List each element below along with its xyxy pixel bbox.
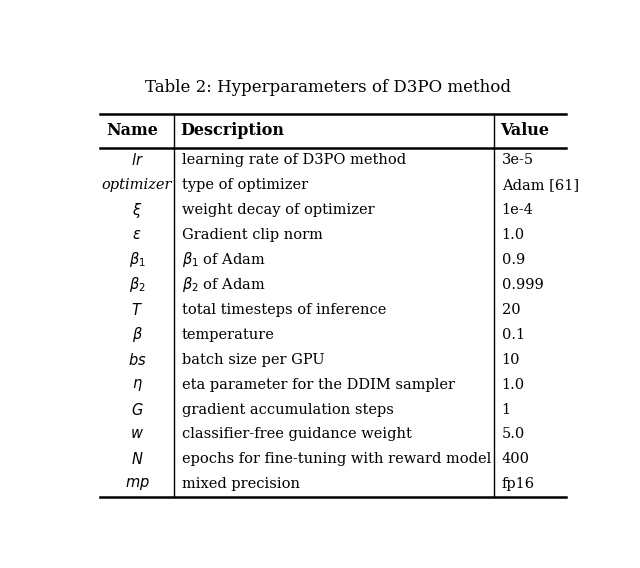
Text: eta parameter for the DDIM sampler: eta parameter for the DDIM sampler (182, 378, 454, 391)
Text: Gradient clip norm: Gradient clip norm (182, 228, 323, 242)
Text: 0.999: 0.999 (502, 278, 543, 292)
Text: $lr$: $lr$ (131, 152, 143, 168)
Text: Adam [61]: Adam [61] (502, 178, 579, 192)
Text: 3e-5: 3e-5 (502, 153, 534, 167)
Text: 0.1: 0.1 (502, 328, 525, 342)
Text: 1: 1 (502, 403, 511, 416)
Text: fp16: fp16 (502, 477, 535, 491)
Text: Value: Value (500, 123, 549, 139)
Text: 20: 20 (502, 303, 520, 317)
Text: gradient accumulation steps: gradient accumulation steps (182, 403, 394, 416)
Text: $\beta$: $\beta$ (132, 325, 143, 344)
Text: $\beta_1$: $\beta_1$ (129, 250, 145, 269)
Text: temperature: temperature (182, 328, 275, 342)
Text: 1.0: 1.0 (502, 378, 525, 391)
Text: $\beta_1$ of Adam: $\beta_1$ of Adam (182, 250, 266, 269)
Text: optimizer: optimizer (102, 178, 172, 192)
Text: total timesteps of inference: total timesteps of inference (182, 303, 386, 317)
Text: 10: 10 (502, 353, 520, 367)
Text: $T$: $T$ (131, 302, 143, 318)
Text: type of optimizer: type of optimizer (182, 178, 308, 192)
Text: Table 2: Hyperparameters of D3PO method: Table 2: Hyperparameters of D3PO method (145, 80, 511, 97)
Text: $bs$: $bs$ (128, 352, 147, 367)
Text: $\eta$: $\eta$ (132, 377, 143, 392)
Text: 5.0: 5.0 (502, 428, 525, 441)
Text: $w$: $w$ (130, 428, 144, 441)
Text: batch size per GPU: batch size per GPU (182, 353, 324, 367)
Text: $mp$: $mp$ (125, 477, 150, 492)
Text: $\xi$: $\xi$ (132, 201, 142, 220)
Text: weight decay of optimizer: weight decay of optimizer (182, 203, 374, 217)
Text: mixed precision: mixed precision (182, 477, 300, 491)
Text: $\beta_2$: $\beta_2$ (129, 275, 145, 294)
Text: 0.9: 0.9 (502, 253, 525, 267)
Text: $N$: $N$ (131, 452, 143, 467)
Text: learning rate of D3PO method: learning rate of D3PO method (182, 153, 406, 167)
Text: epochs for fine-tuning with reward model: epochs for fine-tuning with reward model (182, 452, 491, 466)
Text: 400: 400 (502, 452, 529, 466)
Text: Description: Description (180, 123, 284, 139)
Text: 1e-4: 1e-4 (502, 203, 534, 217)
Text: 1.0: 1.0 (502, 228, 525, 242)
Text: classifier-free guidance weight: classifier-free guidance weight (182, 428, 412, 441)
Text: $G$: $G$ (131, 402, 143, 417)
Text: $\beta_2$ of Adam: $\beta_2$ of Adam (182, 275, 266, 294)
Text: $\epsilon$: $\epsilon$ (132, 228, 141, 242)
Text: Name: Name (106, 123, 157, 139)
